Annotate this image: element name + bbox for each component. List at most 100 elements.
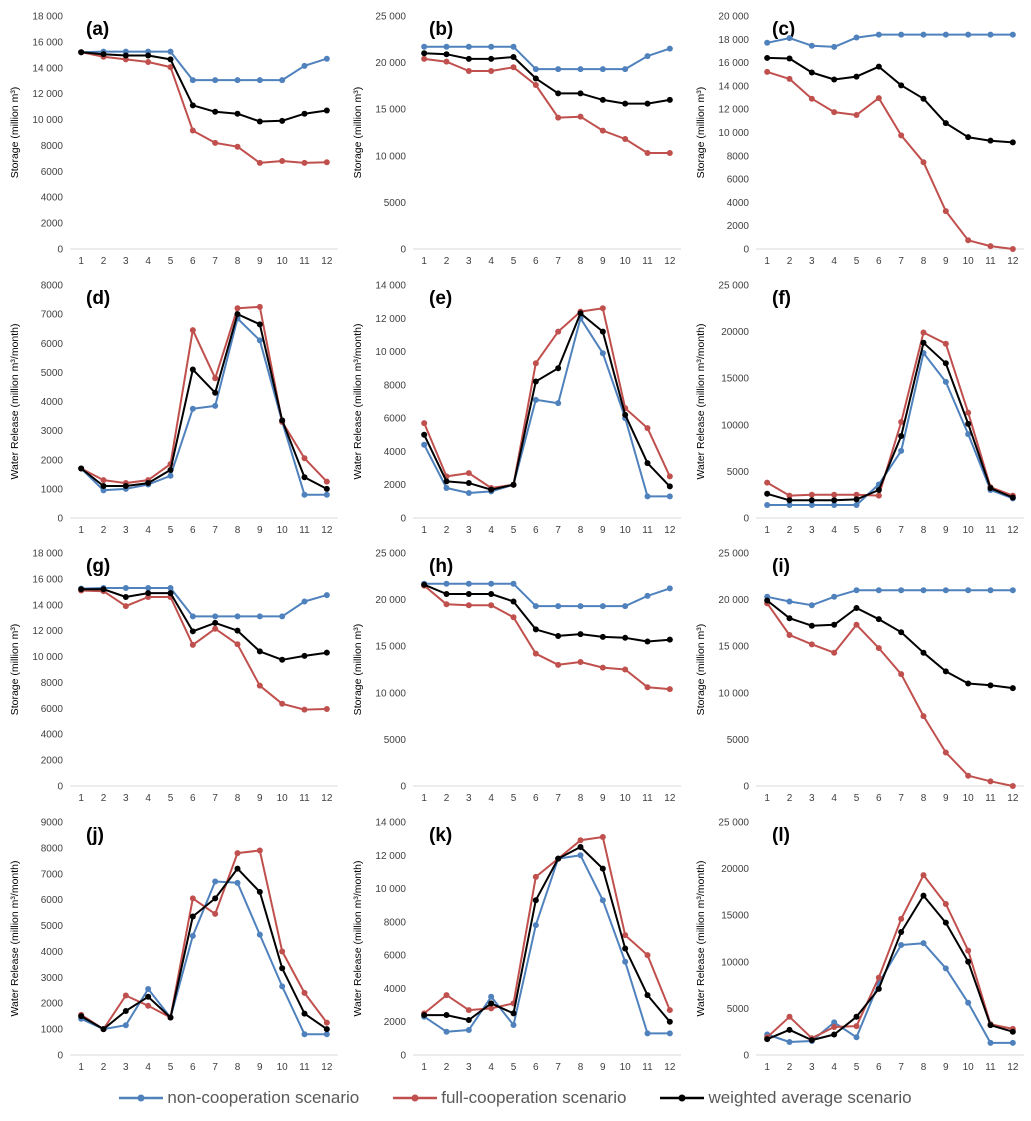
y-tick-label: 6000 bbox=[41, 704, 64, 715]
data-point bbox=[212, 625, 219, 632]
data-point bbox=[786, 1013, 793, 1020]
data-point bbox=[644, 100, 651, 107]
y-tick-label: 20000 bbox=[721, 864, 749, 875]
y-axis-title: Water Release (million m³/month) bbox=[695, 861, 707, 1017]
y-tick-label: 12 000 bbox=[32, 89, 63, 100]
data-point bbox=[443, 992, 450, 999]
data-point bbox=[920, 892, 927, 899]
x-tick-label: 4 bbox=[831, 525, 837, 536]
data-point bbox=[465, 480, 472, 487]
data-point bbox=[443, 51, 450, 58]
y-axis-title: Water Release (million m³/month) bbox=[9, 861, 21, 1017]
data-point bbox=[942, 749, 949, 756]
series-line bbox=[423, 307, 671, 489]
data-point bbox=[122, 603, 129, 610]
data-point bbox=[323, 485, 330, 492]
x-tick-label: 8 bbox=[578, 793, 584, 804]
data-point bbox=[212, 77, 219, 84]
data-point bbox=[510, 481, 517, 488]
series-line bbox=[423, 854, 670, 1035]
x-tick-label: 7 bbox=[212, 525, 218, 536]
data-point bbox=[279, 613, 286, 620]
data-point bbox=[1009, 1039, 1016, 1046]
legend-swatch-full-cooperation bbox=[393, 1094, 438, 1102]
data-point bbox=[666, 686, 673, 693]
x-tick-label: 2 bbox=[101, 256, 107, 267]
data-point bbox=[301, 110, 308, 117]
y-tick-label: 25 000 bbox=[375, 549, 406, 560]
x-tick-label: 7 bbox=[898, 525, 904, 536]
series-line bbox=[766, 33, 1013, 48]
data-point bbox=[301, 706, 308, 713]
data-point bbox=[622, 66, 629, 73]
y-tick-label: 8000 bbox=[41, 678, 64, 689]
series-line bbox=[80, 849, 328, 1031]
data-point bbox=[443, 58, 450, 65]
data-point bbox=[786, 632, 793, 639]
x-tick-label: 6 bbox=[190, 793, 196, 804]
panel-label: (e) bbox=[429, 288, 452, 309]
data-point bbox=[279, 700, 286, 707]
y-tick-label: 7000 bbox=[41, 869, 64, 880]
data-point bbox=[965, 947, 972, 954]
series-full-cooperation bbox=[421, 833, 673, 1017]
data-point bbox=[488, 43, 495, 50]
y-tick-label: 10 000 bbox=[718, 688, 749, 699]
x-tick-label: 2 bbox=[444, 256, 450, 267]
data-point bbox=[666, 1030, 673, 1037]
data-point bbox=[942, 208, 949, 215]
series-line bbox=[81, 50, 328, 82]
data-point bbox=[100, 51, 107, 58]
x-tick-label: 2 bbox=[787, 793, 793, 804]
y-tick-label: 16 000 bbox=[32, 37, 63, 48]
x-tick-label: 10 bbox=[277, 525, 289, 536]
x-tick-label: 3 bbox=[123, 793, 129, 804]
data-point bbox=[622, 100, 629, 107]
data-point bbox=[920, 95, 927, 102]
data-point bbox=[622, 666, 629, 673]
x-tick-label: 1 bbox=[764, 793, 770, 804]
data-point bbox=[465, 591, 472, 598]
data-point bbox=[831, 593, 838, 600]
y-axis-title: Water Release (million m³/month) bbox=[695, 324, 707, 480]
data-point bbox=[510, 54, 517, 61]
y-tick-label: 6000 bbox=[41, 895, 64, 906]
data-point bbox=[443, 1012, 450, 1019]
data-point bbox=[808, 1037, 815, 1044]
y-tick-label: 2000 bbox=[384, 1017, 407, 1028]
x-tick-label: 1 bbox=[421, 793, 427, 804]
x-tick-label: 2 bbox=[444, 793, 450, 804]
data-point bbox=[898, 587, 905, 594]
data-point bbox=[465, 470, 472, 477]
data-point bbox=[421, 50, 428, 57]
data-point bbox=[256, 888, 263, 895]
series-weighted-average bbox=[78, 586, 330, 663]
x-tick-label: 2 bbox=[101, 793, 107, 804]
data-point bbox=[443, 1028, 450, 1035]
x-tick-label: 11 bbox=[985, 256, 996, 267]
x-tick-label: 7 bbox=[212, 793, 218, 804]
y-axis-title: Storage (million m³) bbox=[9, 87, 21, 179]
panel-label: (b) bbox=[429, 19, 453, 40]
x-tick-label: 9 bbox=[257, 1062, 263, 1073]
data-point bbox=[122, 52, 129, 59]
y-tick-label: 15 000 bbox=[718, 642, 749, 653]
data-point bbox=[100, 482, 107, 489]
series-full-cooperation bbox=[78, 847, 330, 1033]
series-full-cooperation bbox=[421, 305, 673, 492]
data-point bbox=[301, 989, 308, 996]
x-tick-label: 4 bbox=[488, 525, 494, 536]
data-point bbox=[443, 485, 450, 492]
x-tick-label: 10 bbox=[963, 525, 975, 536]
x-tick-label: 6 bbox=[190, 525, 196, 536]
data-point bbox=[853, 501, 860, 508]
y-tick-label: 5000 bbox=[384, 735, 407, 746]
data-point bbox=[920, 31, 927, 38]
data-point bbox=[786, 497, 793, 504]
data-point bbox=[808, 69, 815, 76]
data-point bbox=[831, 76, 838, 83]
data-point bbox=[599, 328, 606, 335]
data-point bbox=[234, 850, 241, 857]
